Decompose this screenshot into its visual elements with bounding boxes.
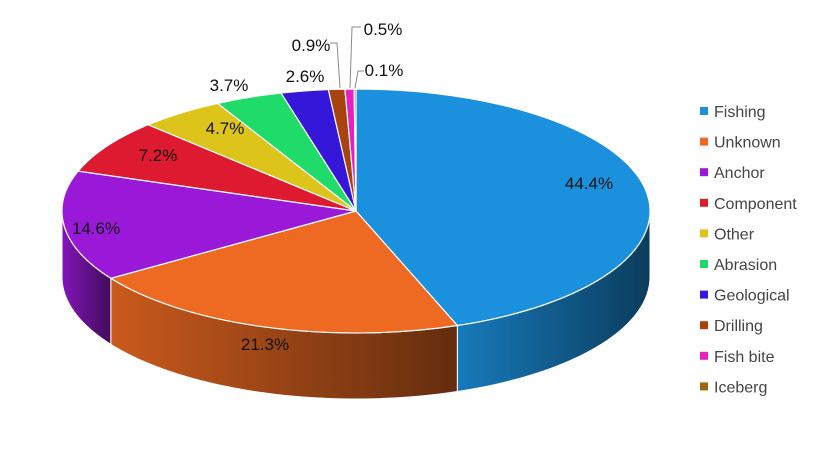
legend-item-other: Other <box>700 226 755 243</box>
legend-item-fish-bite: Fish bite <box>700 349 775 366</box>
legend-label-fishing: Fishing <box>714 104 766 121</box>
legend-item-fishing: Fishing <box>700 104 766 121</box>
data-label-other: 4.7% <box>206 119 245 138</box>
legend-swatch-fishing <box>700 107 708 115</box>
legend-label-component: Component <box>714 196 797 213</box>
legend-swatch-geological <box>700 290 708 299</box>
legend-label-other: Other <box>714 226 755 243</box>
data-label-drilling: 0.9% <box>292 36 331 55</box>
leader-line-fish-bite <box>349 26 361 89</box>
legend-swatch-iceberg <box>700 382 708 391</box>
legend-swatch-abrasion <box>700 260 708 268</box>
pie-slices <box>61 88 651 334</box>
legend-item-iceberg: Iceberg <box>700 379 767 396</box>
legend-item-anchor: Anchor <box>700 165 765 182</box>
legend-label-abrasion: Abrasion <box>714 257 777 274</box>
data-label-anchor: 14.6% <box>72 219 120 238</box>
legend-item-component: Component <box>700 196 797 213</box>
pie-slice-iceberg <box>353 88 357 212</box>
pie-slice-anchor <box>61 170 357 279</box>
legend-swatch-drilling <box>700 321 708 330</box>
legend-item-drilling: Drilling <box>700 318 763 335</box>
pie-slice-component <box>77 124 357 212</box>
data-label-unknown: 21.3% <box>241 335 289 354</box>
legend-label-drilling: Drilling <box>714 318 763 335</box>
data-label-fishing: 44.4% <box>565 174 613 193</box>
legend-swatch-other <box>700 229 708 238</box>
data-labels: 44.4% 21.3% 14.6% 7.2% 4.7% 3.7% 2.6% 0.9% 0.5% 0… <box>72 20 613 354</box>
leader-line-drilling <box>330 42 341 89</box>
pie-sides <box>61 210 651 400</box>
leader-line-iceberg <box>354 70 364 89</box>
pie-slice-fishing <box>355 88 651 327</box>
data-label-iceberg: 0.1% <box>365 61 404 80</box>
legend-item-unknown: Unknown <box>700 135 781 152</box>
legend: Fishing Unknown Anchor Component Other Abrasi… <box>700 104 797 396</box>
legend-swatch-anchor <box>700 168 708 177</box>
legend-swatch-component <box>700 198 708 207</box>
legend-label-fish-bite: Fish bite <box>714 349 775 366</box>
leader-lines <box>330 26 364 89</box>
legend-label-anchor: Anchor <box>714 165 765 182</box>
legend-label-geological: Geological <box>714 288 790 305</box>
legend-label-unknown: Unknown <box>714 135 781 152</box>
legend-label-iceberg: Iceberg <box>714 379 767 396</box>
data-label-abrasion: 3.7% <box>210 76 249 95</box>
legend-swatch-unknown <box>700 137 708 146</box>
data-label-component: 7.2% <box>139 146 178 165</box>
legend-swatch-fish-bite <box>700 351 708 360</box>
data-label-fish-bite: 0.5% <box>364 20 403 39</box>
legend-item-abrasion: Abrasion <box>700 257 777 274</box>
legend-item-geological: Geological <box>700 288 790 305</box>
pie-slice-unknown <box>109 210 459 334</box>
data-label-geological: 2.6% <box>286 67 325 86</box>
